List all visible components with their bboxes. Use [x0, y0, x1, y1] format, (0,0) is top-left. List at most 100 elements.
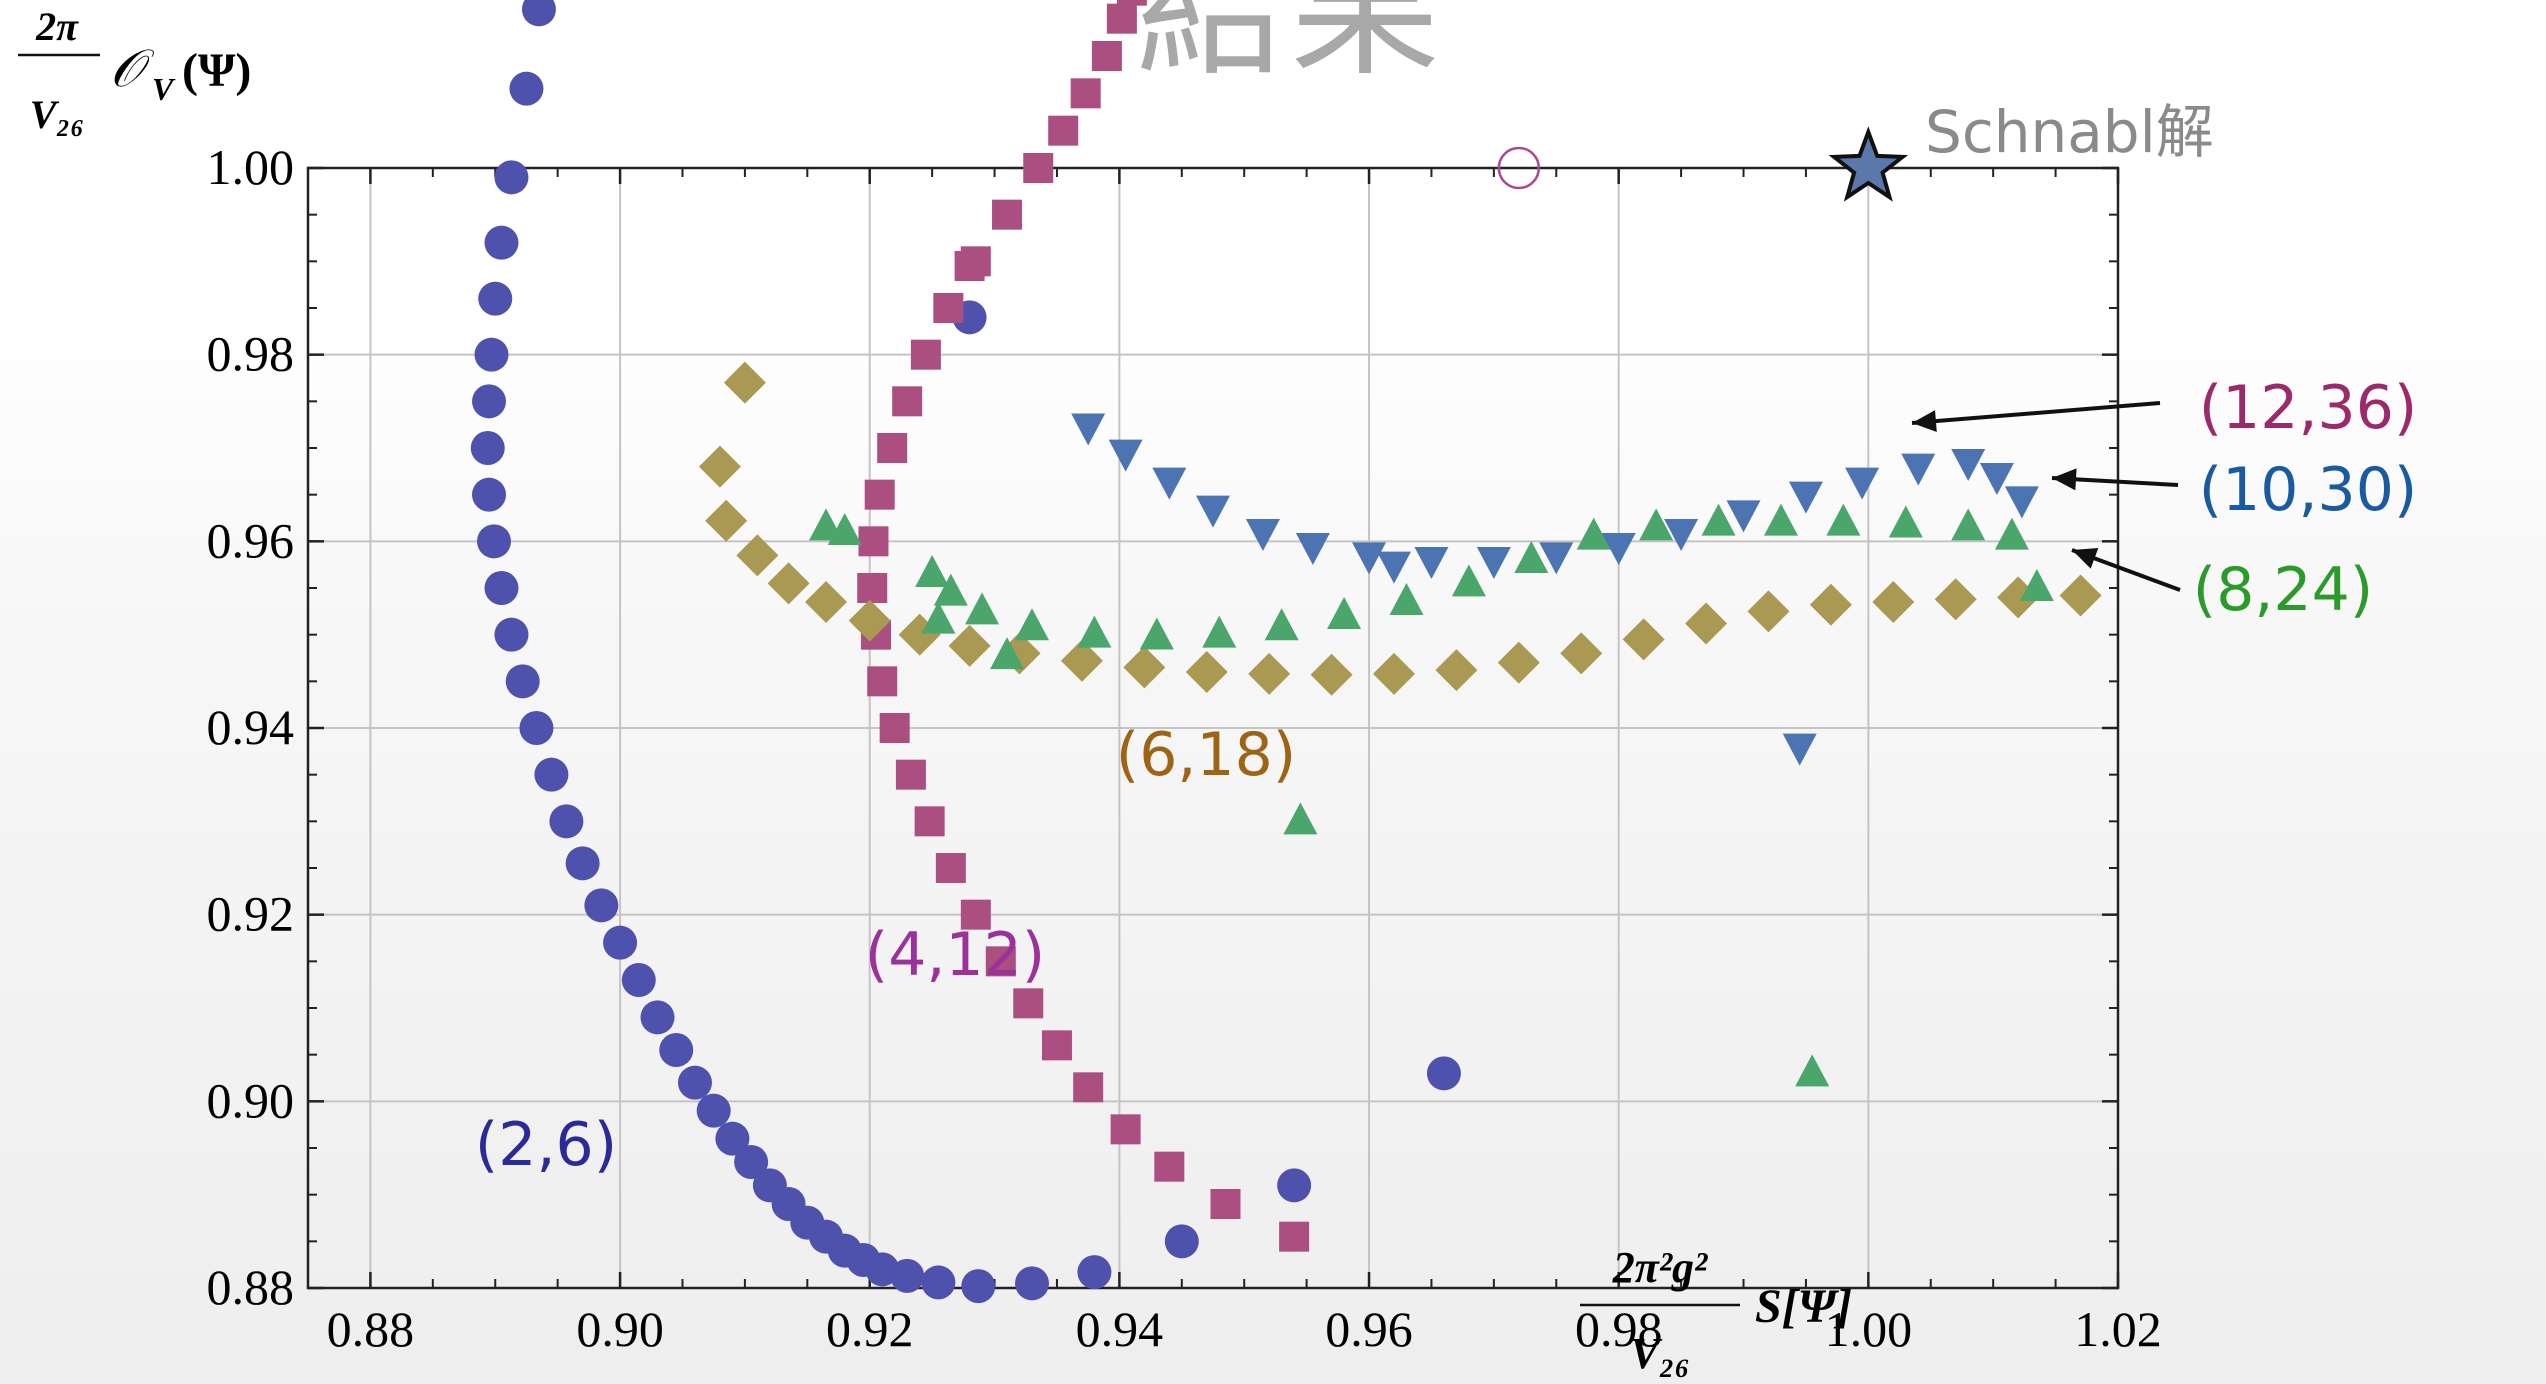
point-triangle-up	[1077, 615, 1112, 648]
point-diamond	[1310, 653, 1353, 696]
point-circle	[696, 1093, 731, 1128]
x-axis-label-numerator: 2π²g²	[1612, 1243, 1708, 1292]
point-triangle-down	[1726, 500, 1761, 533]
arrow-head	[1912, 410, 1937, 433]
y-axis-label-argument: (Ψ)	[182, 44, 251, 97]
point-diamond	[1497, 641, 1540, 684]
point-square	[960, 899, 991, 930]
point-diamond	[767, 562, 810, 605]
point-triangle-down	[1352, 542, 1387, 575]
series--10-30-	[1071, 413, 2039, 766]
slide-title: 結果	[1135, 0, 1444, 97]
point-circle	[565, 846, 600, 881]
point-square	[1279, 1221, 1310, 1252]
point-circle	[621, 963, 656, 997]
point-triangle-down	[2004, 486, 2039, 519]
series--4-12-	[857, 0, 1310, 1252]
point-triangle-down	[1108, 439, 1143, 472]
arrow-shaft	[1911, 401, 2161, 425]
point-circle	[640, 1000, 675, 1035]
point-triangle-down	[1539, 542, 1574, 575]
point-circle	[677, 1065, 712, 1100]
point-square	[892, 386, 923, 417]
arrow-head	[2072, 548, 2099, 569]
point-diamond	[1185, 651, 1228, 693]
point-square	[985, 946, 1016, 977]
point-square	[1073, 1072, 1104, 1103]
arrow-12-36	[1911, 401, 2161, 433]
point-circle	[484, 571, 519, 605]
x-tick-label: 0.94	[1076, 1301, 1164, 1357]
point-circle	[961, 1269, 996, 1304]
point-triangle-down	[1601, 533, 1636, 565]
point-triangle-up	[1514, 541, 1549, 573]
point-square	[1106, 3, 1137, 34]
point-triangle-up	[990, 637, 1025, 670]
axis-ticks	[307, 166, 2120, 1290]
x-axis-label-suffix: S[Ψ]	[1755, 1280, 1852, 1333]
point-square	[935, 853, 966, 883]
point-triangle-up	[1389, 583, 1424, 615]
point-square	[1116, 0, 1147, 6]
point-square	[1041, 1030, 1072, 1061]
label-10-30: (10,30)	[2199, 455, 2418, 525]
point-triangle-down	[1295, 533, 1330, 565]
y-tick-label: 0.94	[207, 699, 295, 755]
y-axis-label-denominator: V₂₆	[30, 92, 85, 137]
point-circle	[921, 1265, 956, 1300]
point-square	[879, 713, 910, 743]
label-6-18: (6,18)	[1116, 720, 1296, 790]
point-triangle-up	[1327, 597, 1362, 629]
point-circle	[478, 281, 513, 316]
point-square	[1023, 153, 1054, 183]
point-star	[1828, 126, 1909, 202]
series--12-36-	[1497, 146, 1541, 190]
point-diamond	[1123, 646, 1166, 689]
point-diamond	[1060, 639, 1103, 682]
y-axis-label-subscript: V	[152, 71, 176, 107]
point-diamond	[948, 624, 991, 667]
point-triangle-up	[1015, 608, 1049, 641]
label-4-12: (4,12)	[865, 920, 1045, 990]
point-triangle-down	[1788, 481, 1823, 514]
x-tick-label: 0.88	[327, 1301, 415, 1357]
x-tick-label: 0.92	[826, 1301, 914, 1357]
y-axis-label-numerator: 2π	[35, 4, 79, 49]
label-12-36: (12,36)	[2199, 373, 2418, 443]
point-triangle-up	[1951, 508, 1986, 541]
point-square	[1110, 1114, 1141, 1145]
point-square	[933, 293, 964, 323]
point-square	[1048, 115, 1079, 146]
y-tick-label: 0.96	[207, 512, 295, 568]
point-triangle-up	[1202, 615, 1237, 648]
point-triangle-down	[1901, 453, 1936, 486]
point-diamond	[848, 599, 891, 642]
point-square	[1013, 988, 1044, 1019]
series-Schnabl-	[1828, 126, 1909, 202]
point-diamond	[1435, 649, 1478, 692]
point-triangle-down	[1196, 495, 1230, 528]
y-tick-label: 1.00	[207, 139, 295, 195]
point-circle	[1277, 1168, 1312, 1203]
point-triangle-down	[1476, 547, 1511, 579]
point-triangle-up	[1139, 617, 1174, 650]
label-8-24: (8,24)	[2193, 555, 2373, 625]
point-circle	[659, 1033, 694, 1067]
point-diamond	[736, 534, 779, 577]
point-diamond	[1373, 652, 1415, 695]
y-tick-label: 0.98	[207, 326, 295, 382]
point-square	[1154, 1151, 1185, 1182]
point-triangle-down	[1152, 467, 1187, 500]
point-diamond	[1809, 583, 1852, 626]
point-triangle-up	[2019, 569, 2054, 601]
series--6-18-	[698, 361, 2102, 696]
annotation-arrows	[1911, 401, 2181, 592]
point-triangle-up	[1994, 517, 2029, 550]
point-diamond	[1747, 590, 1790, 633]
x-axis-label: 2π²g² V₂₆ S[Ψ]	[1580, 1243, 1852, 1378]
label-schnabl: Schnabl解	[1925, 98, 2214, 166]
point-circle	[1164, 1224, 1199, 1259]
point-diamond	[705, 499, 748, 542]
point-triangle-down	[1071, 413, 1106, 446]
